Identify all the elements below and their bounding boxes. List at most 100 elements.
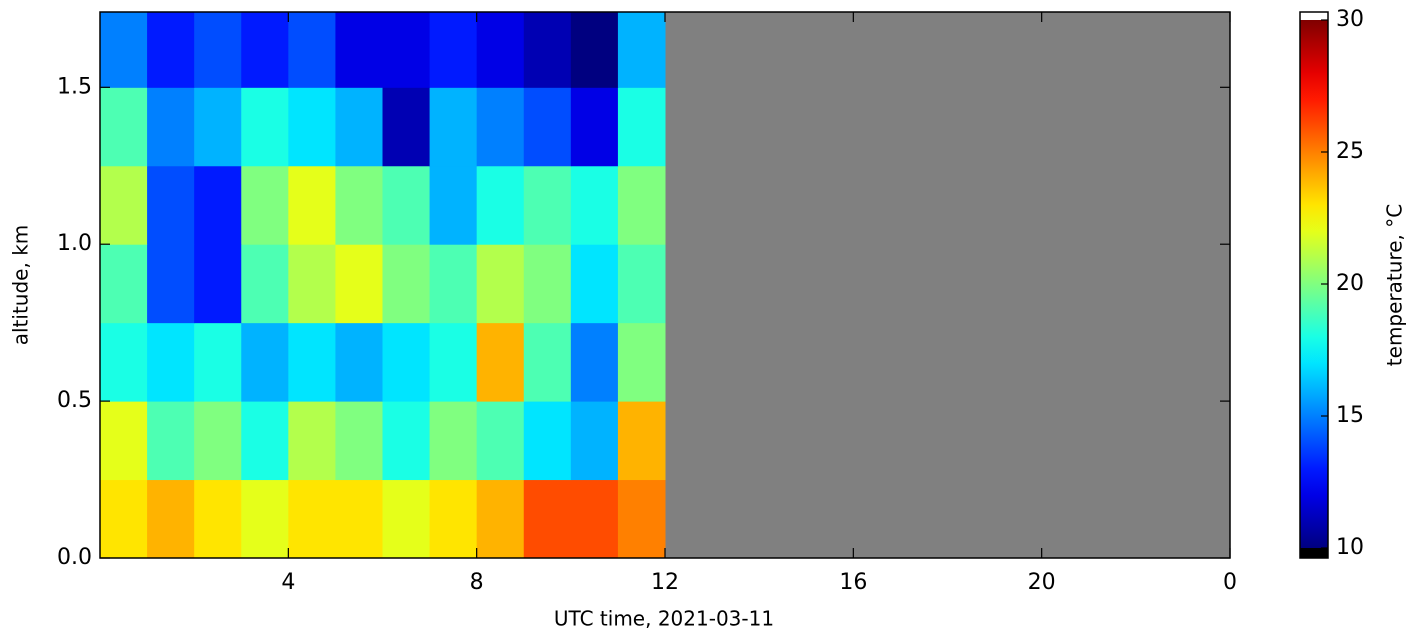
heatmap-cell [194, 12, 242, 88]
heatmap-cell [523, 87, 572, 167]
heatmap-cell [617, 322, 666, 402]
heatmap-cell [617, 12, 666, 88]
heatmap-cell [617, 401, 666, 481]
heatmap-cell [241, 479, 289, 558]
heatmap-cell [147, 479, 195, 558]
heatmap-cell [335, 165, 383, 245]
heatmap-cell [429, 165, 478, 245]
heatmap-cell [335, 479, 383, 558]
heatmap-cell [194, 479, 242, 558]
heatmap-cell [476, 322, 525, 402]
heatmap-cell [382, 87, 431, 167]
heatmap-cell [288, 401, 336, 481]
heatmap-cell [194, 322, 242, 402]
heatmap-cell [288, 12, 336, 88]
heatmap-cell [570, 87, 619, 167]
heatmap-cell [476, 401, 525, 481]
heatmap-cell [382, 322, 431, 402]
x-tick-label: 4 [281, 570, 295, 595]
heatmap-cell [335, 87, 383, 167]
x-tick-label: 16 [839, 570, 867, 595]
heatmap-cell [288, 87, 336, 167]
y-tick-label: 0.5 [57, 388, 92, 413]
heatmap-cell [429, 322, 478, 402]
heatmap-cell [147, 244, 195, 324]
x-tick-label: 20 [1028, 570, 1056, 595]
colorbar-over [1300, 12, 1328, 20]
heatmap-cell [429, 479, 478, 558]
heatmap-cell [476, 165, 525, 245]
heatmap-cell [617, 165, 666, 245]
plot-area [100, 12, 1230, 558]
heatmap-cell [570, 479, 619, 558]
colorbar-tick-label: 15 [1336, 403, 1364, 428]
x-tick-label: 12 [651, 570, 679, 595]
heatmap-cell [382, 401, 431, 481]
heatmap-cell [382, 244, 431, 324]
heatmap-cell [476, 244, 525, 324]
heatmap-cell [382, 12, 431, 88]
heatmap-cell [100, 87, 148, 167]
x-tick-label: 8 [470, 570, 484, 595]
heatmap-cell [570, 165, 619, 245]
heatmap-cell [241, 87, 289, 167]
heatmap-cell [100, 12, 148, 88]
heatmap-cell [335, 244, 383, 324]
colorbar-tick-label: 10 [1336, 535, 1364, 560]
heatmap-cell [476, 12, 525, 88]
heatmap-cell [147, 322, 195, 402]
heatmap-cell [523, 12, 572, 88]
heatmap-cell [241, 401, 289, 481]
y-axis-label: altitude, km [9, 225, 33, 346]
heatmap-cell [194, 87, 242, 167]
heatmap-cell [429, 87, 478, 167]
heatmap-cell [241, 165, 289, 245]
heatmap-cell [617, 87, 666, 167]
heatmap-cell [382, 165, 431, 245]
heatmap-cell [194, 165, 242, 245]
heatmap-cell [194, 401, 242, 481]
heatmap-cell [194, 244, 242, 324]
heatmap-cell [100, 244, 148, 324]
heatmap-cell [241, 12, 289, 88]
heatmap-cell [335, 401, 383, 481]
heatmap-cell [147, 165, 195, 245]
colorbar-label: temperature, °C [1383, 204, 1407, 366]
heatmap-cell [476, 87, 525, 167]
heatmap-cell [476, 479, 525, 558]
heatmap-cell [241, 244, 289, 324]
heatmap-cell [429, 401, 478, 481]
heatmap-cell [382, 479, 431, 558]
colorbar-under [1300, 548, 1328, 558]
heatmap-cell [335, 12, 383, 88]
heatmap-cell [570, 244, 619, 324]
x-tick-label: 0 [1223, 570, 1237, 595]
heatmap-cell [147, 87, 195, 167]
heatmap-cell [523, 244, 572, 324]
heatmap-cell [100, 165, 148, 245]
heatmap-cell [100, 322, 148, 402]
y-tick-label: 1.5 [57, 74, 92, 99]
heatmap-cell [617, 244, 666, 324]
heatmap-cell [523, 322, 572, 402]
heatmap-cell [100, 401, 148, 481]
y-tick-label: 1.0 [57, 231, 92, 256]
heatmap-cell [288, 244, 336, 324]
heatmap-cell [147, 12, 195, 88]
heatmap-cell [523, 165, 572, 245]
colorbar-tick-label: 25 [1336, 139, 1364, 164]
heatmap-cell [100, 479, 148, 558]
y-tick-label: 0.0 [57, 545, 92, 570]
heatmap-cell [429, 12, 478, 88]
heatmap-cell [288, 479, 336, 558]
heatmap-cell [429, 244, 478, 324]
heatmap-cell [288, 322, 336, 402]
heatmap-cell [617, 479, 666, 558]
heatmap-cell [523, 479, 572, 558]
colorbar-frame [1299, 11, 1329, 559]
colorbar-tick-label: 30 [1336, 7, 1364, 32]
heatmap-cell [570, 322, 619, 402]
heatmap-cell [241, 322, 289, 402]
x-axis-label: UTC time, 2021-03-11 [554, 607, 774, 631]
